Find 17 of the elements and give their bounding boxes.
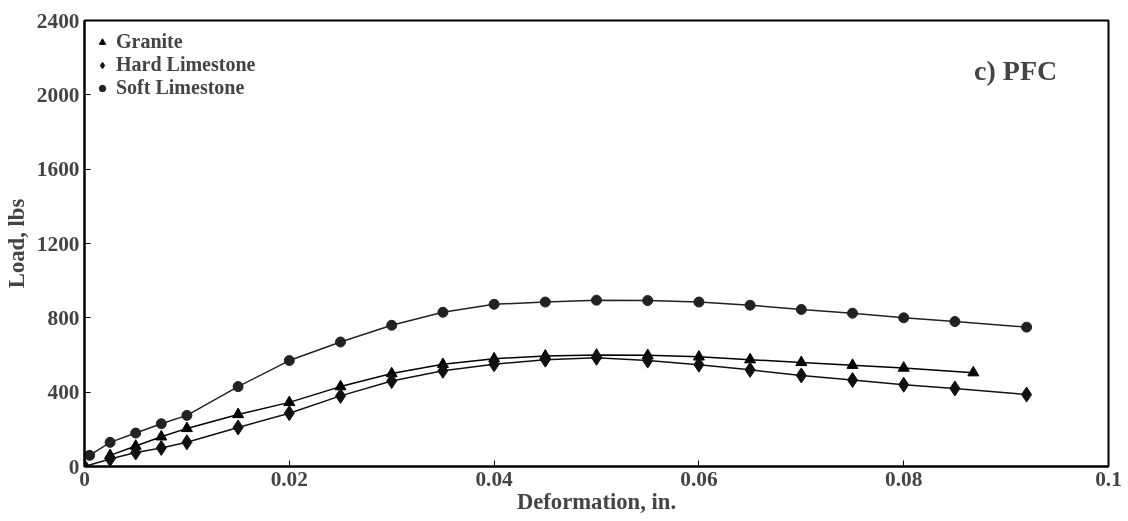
- legend-label: Granite: [116, 30, 183, 53]
- y-tick-label: 2400: [36, 8, 80, 33]
- x-tick-label: 0.06: [680, 466, 718, 491]
- y-tick-label: 800: [47, 305, 80, 330]
- x-tick-label: 0.04: [475, 466, 514, 491]
- x-tick-label: 0.1: [1095, 466, 1122, 491]
- y-tick-label: 2000: [36, 82, 80, 107]
- x-tick-label: 0.02: [270, 466, 308, 491]
- x-tick-label: 0.08: [885, 466, 923, 491]
- y-tick-label: 1600: [36, 157, 80, 182]
- legend-label: Hard Limestone: [116, 53, 256, 76]
- y-axis-title: Load, lbs: [3, 198, 29, 289]
- x-axis-title: Deformation, in.: [516, 488, 677, 514]
- annotation: c) PFC: [974, 55, 1058, 87]
- legend-label: Soft Limestone: [116, 76, 245, 99]
- y-tick-label: 400: [47, 380, 80, 405]
- y-tick-label: 1200: [36, 231, 80, 256]
